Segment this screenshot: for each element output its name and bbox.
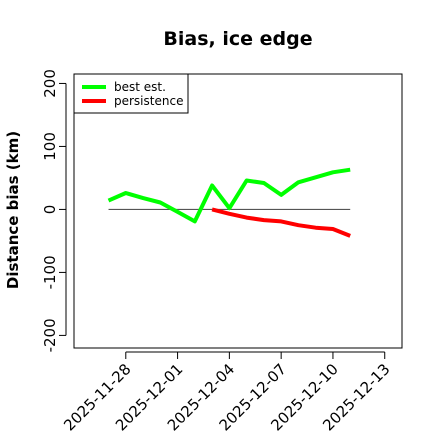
series-line-best-est [107, 167, 351, 224]
y-tick-label: -200 [41, 318, 59, 352]
series-line-persistence [211, 207, 351, 238]
y-tick-label: 200 [41, 69, 59, 98]
legend-label: best est. [114, 80, 166, 94]
y-tick-label: -100 [41, 255, 59, 289]
plot-frame [73, 73, 403, 349]
y-tick-label: 100 [41, 132, 59, 161]
plot-layer [107, 167, 351, 238]
legend: best est.persistence [73, 73, 189, 114]
chart-title: Bias, ice edge [163, 28, 312, 50]
y-axis-label: Distance bias (km) [4, 131, 22, 289]
y-tick-label: 0 [41, 205, 59, 215]
axes-layer: -200-10001002002025-11-282025-12-012025-… [41, 69, 394, 434]
legend-box [73, 73, 189, 114]
legend-label: persistence [114, 94, 183, 108]
